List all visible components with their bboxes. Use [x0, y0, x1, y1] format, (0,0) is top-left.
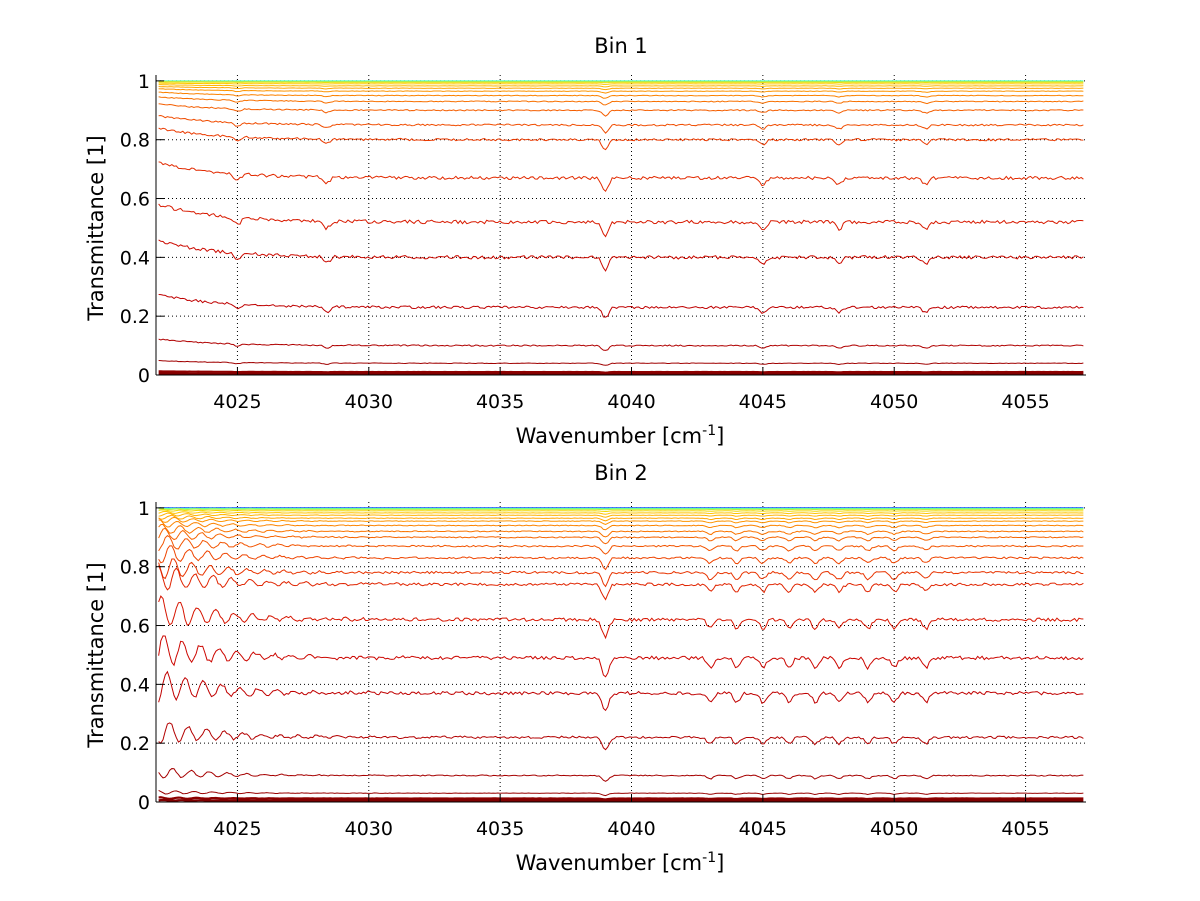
- y-tick-label: 0.4: [120, 674, 150, 696]
- x-tick-labels: 4025 4030 4035 4040 4045 4050 4055: [213, 818, 1049, 840]
- x-axis-label: Wavenumber [cm-1]: [516, 850, 725, 875]
- series-line: [158, 558, 1084, 588]
- series-line: [158, 114, 1084, 134]
- series-line: [158, 91, 1084, 99]
- y-tick-label: 0.8: [120, 130, 150, 152]
- y-tick-label: 0: [138, 792, 150, 814]
- series-line: [158, 359, 1084, 366]
- series-line: [158, 372, 1084, 376]
- x-tick-label: 4035: [476, 818, 524, 840]
- series-line: [158, 239, 1084, 272]
- x-tick-label: 4040: [607, 391, 655, 413]
- series-line: [158, 338, 1084, 351]
- series-line: [158, 509, 1084, 513]
- axes-frame: [155, 502, 1086, 803]
- series-line: [158, 635, 1084, 678]
- series-line: [158, 96, 1084, 106]
- y-tick-label: 1: [138, 498, 150, 520]
- x-tick-label: 4030: [345, 391, 393, 413]
- y-tick-labels: 0 0.2 0.4 0.6 0.8 1: [120, 71, 150, 387]
- series-line: [158, 127, 1084, 151]
- y-tick-label: 0.2: [120, 306, 150, 328]
- series-line: [158, 81, 1084, 84]
- series-lines: [158, 507, 1084, 803]
- series-line: [158, 670, 1084, 712]
- series-line: [158, 722, 1084, 751]
- x-tick-label: 4050: [870, 818, 918, 840]
- series-lines: [158, 80, 1084, 376]
- series-line: [158, 545, 1084, 571]
- x-tick-label: 4045: [739, 818, 787, 840]
- y-tick-label: 0.2: [120, 733, 150, 755]
- series-line: [158, 595, 1084, 640]
- series-line: [158, 512, 1084, 518]
- series-line: [158, 370, 1084, 374]
- x-tick-label: 4035: [476, 391, 524, 413]
- x-tick-label: 4045: [739, 391, 787, 413]
- series-line: [158, 508, 1084, 511]
- x-tick-labels: 4025 4030 4035 4040 4045 4050 4055: [213, 391, 1049, 413]
- x-tick-label: 4055: [1001, 818, 1049, 840]
- series-line: [158, 527, 1084, 545]
- y-tick-label: 0.4: [120, 247, 150, 269]
- series-line: [158, 798, 1084, 803]
- series-line: [158, 88, 1084, 94]
- y-tick-label: 0.6: [120, 189, 150, 211]
- series-line: [158, 768, 1084, 782]
- chart-title: Bin 1: [594, 34, 648, 58]
- y-tick-label: 0.6: [120, 616, 150, 638]
- series-line: [158, 523, 1084, 538]
- x-tick-label: 4025: [213, 391, 261, 413]
- y-tick-labels: 0 0.2 0.4 0.6 0.8 1: [120, 498, 150, 814]
- series-line: [158, 82, 1084, 85]
- series-line: [158, 85, 1084, 91]
- chart-panel-bin-2: Bin 2 0 0.2 0.4 0.6 0.8 1 4025 4030 4035 4040 404…: [84, 461, 1086, 875]
- x-tick-label: 4040: [607, 818, 655, 840]
- series-line: [158, 519, 1084, 531]
- axes-frame: [155, 75, 1086, 376]
- series-line: [158, 796, 1084, 801]
- x-tick-label: 4055: [1001, 391, 1049, 413]
- x-tick-label: 4025: [213, 818, 261, 840]
- y-axis-label: Transmittance [1]: [84, 135, 108, 321]
- series-line: [158, 203, 1084, 238]
- series-line: [158, 535, 1084, 555]
- series-line: [158, 514, 1084, 522]
- series-line: [158, 103, 1084, 117]
- series-line: [158, 294, 1084, 318]
- series-line: [158, 84, 1084, 88]
- series-line: [158, 565, 1084, 601]
- x-axis-label: Wavenumber [cm-1]: [516, 423, 725, 448]
- y-axis-label: Transmittance [1]: [84, 562, 108, 748]
- x-tick-label: 4030: [345, 818, 393, 840]
- chart-panel-bin-1: Bin 1 0 0.2 0.4 0.6 0.8 1 4025 4030 4035 4040 404…: [84, 34, 1086, 448]
- series-line: [158, 790, 1084, 797]
- y-tick-label: 0: [138, 365, 150, 387]
- series-line: [158, 161, 1084, 193]
- y-tick-label: 0.8: [120, 557, 150, 579]
- x-tick-label: 4050: [870, 391, 918, 413]
- series-line: [158, 510, 1084, 515]
- series-line: [158, 516, 1084, 525]
- y-tick-label: 1: [138, 71, 150, 93]
- chart-title: Bin 2: [594, 461, 648, 485]
